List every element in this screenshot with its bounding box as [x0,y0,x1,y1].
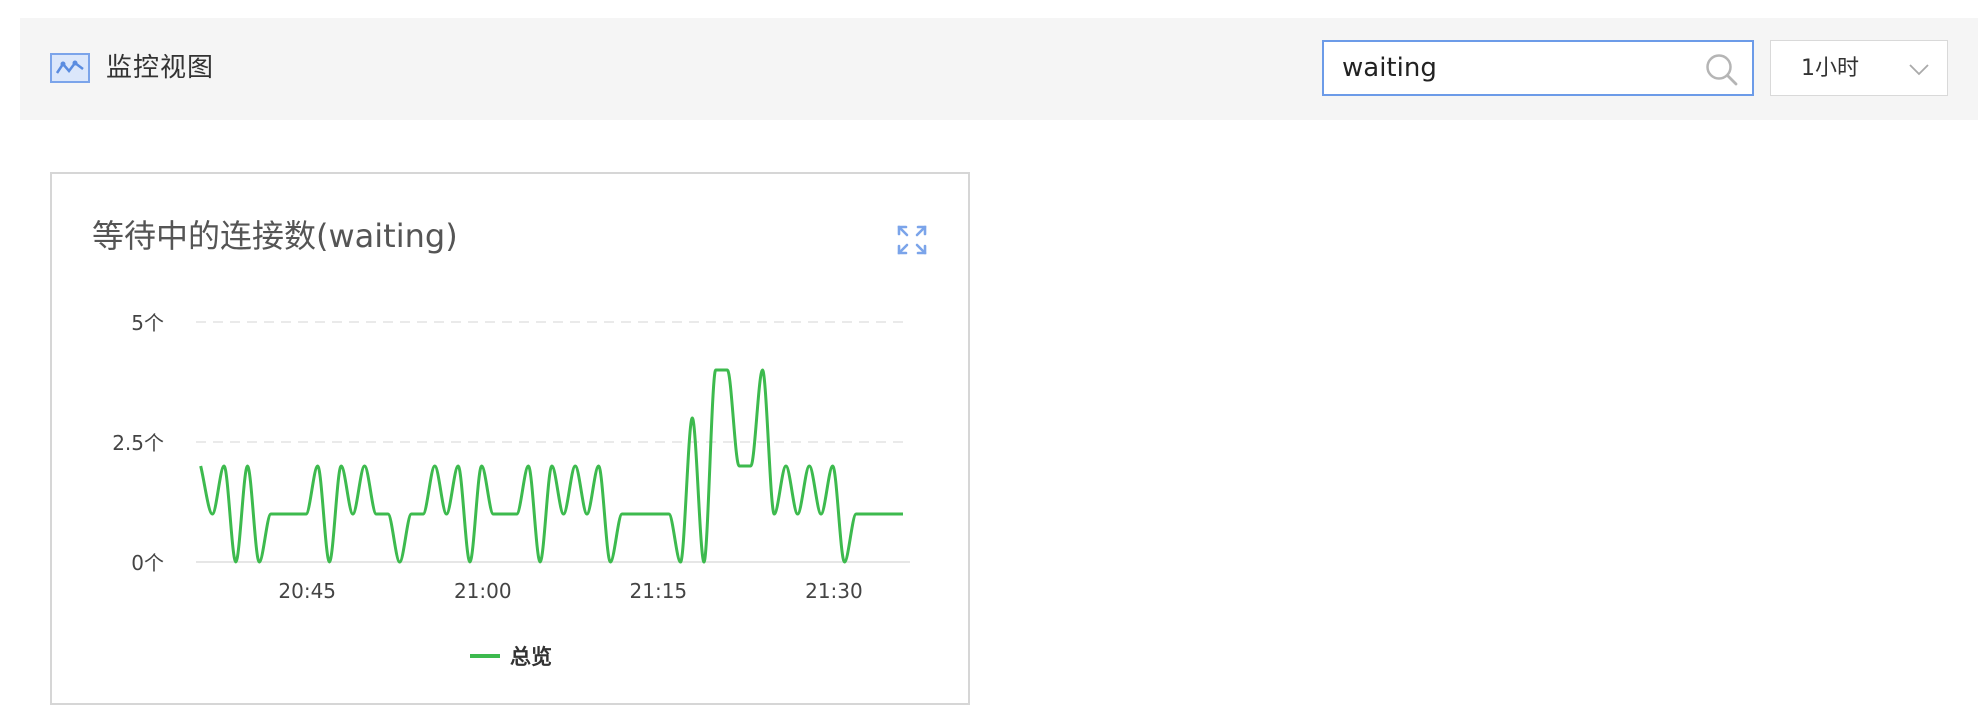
y-tick-label: 2.5个 [112,431,164,455]
chart-title: 等待中的连接数(waiting) [92,217,458,255]
page-title: 监控视图 [106,53,215,83]
line-chart: 0个 2.5个 5个 20:45 21:00 21:15 21:30 总览 [112,311,910,669]
search-input[interactable] [1342,50,1682,86]
toolbar-header: 监控视图 1小时 [20,18,1978,120]
x-tick-label: 20:45 [278,579,336,603]
search-box[interactable] [1322,40,1754,96]
legend-label[interactable]: 总览 [510,645,552,669]
expand-icon[interactable] [896,224,928,256]
x-tick-label: 21:00 [454,579,512,603]
time-range-select[interactable]: 1小时 [1770,40,1948,96]
y-tick-label: 5个 [131,311,164,335]
x-tick-label: 21:30 [805,579,863,603]
chevron-down-icon [1909,64,1929,76]
y-tick-label: 0个 [131,551,164,575]
x-tick-label: 21:15 [630,579,688,603]
series-line-总览 [199,368,903,564]
line-chart-icon [50,53,90,83]
search-icon[interactable] [1704,52,1740,88]
chart-card: 等待中的连接数(waiting) 0个 2.5个 5个 20:45 21:00 21:1… [50,172,970,705]
time-range-value: 1小时 [1801,56,1859,81]
